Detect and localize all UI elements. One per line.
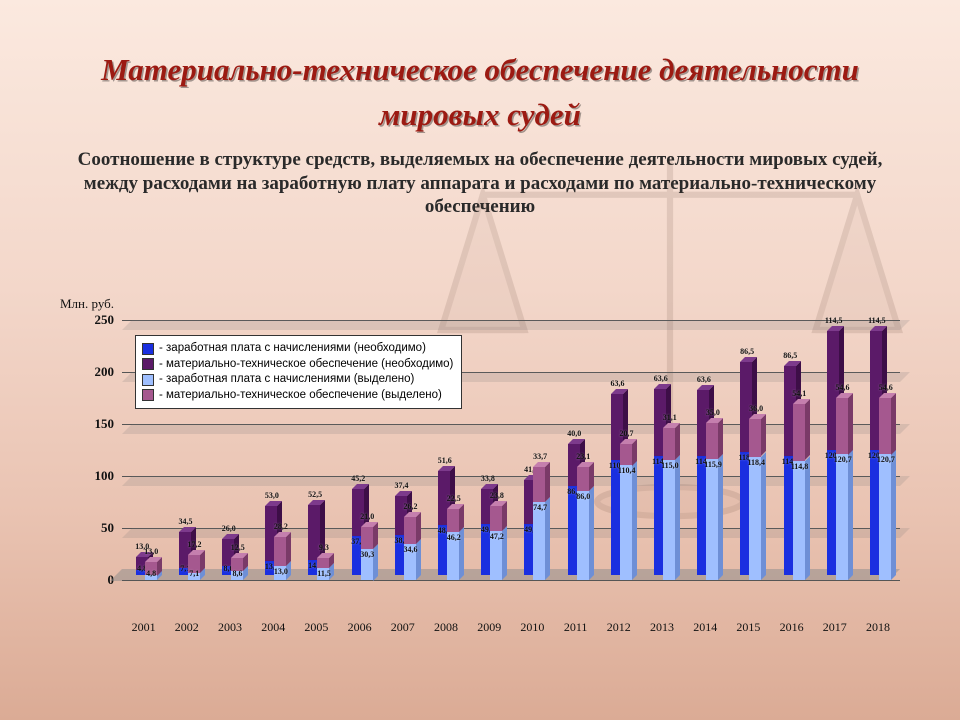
bar-value-label: 114,8	[791, 462, 809, 471]
x-tick-label: 2012	[607, 620, 631, 635]
bar-value-label: 13,0	[144, 547, 158, 556]
bar-value-label: 37,4	[394, 481, 408, 490]
bar-value-label: 114,5	[825, 316, 843, 325]
x-tick-label: 2007	[391, 620, 415, 635]
x-tick-label: 2018	[866, 620, 890, 635]
slide-subtitle: Соотношение в структуре средств, выделяе…	[60, 148, 900, 219]
legend-item: - заработная плата с начислениями (выдел…	[142, 372, 453, 388]
bar-value-label: 30,3	[360, 550, 374, 559]
bar-value-label: 23,8	[490, 491, 504, 500]
bar-value-label: 31,1	[663, 413, 677, 422]
legend-label: - материально-техническое обеспечение (в…	[159, 388, 442, 404]
bar-value-label: 26,2	[403, 502, 417, 511]
bar-value-label: 26,0	[222, 524, 236, 533]
bar-value-label: 7,1	[189, 569, 199, 578]
bar-value-label: 110,4	[618, 466, 636, 475]
x-tick-label: 2017	[823, 620, 847, 635]
bar-value-label: 115,9	[704, 460, 722, 469]
bar-value-label: 33,8	[481, 474, 495, 483]
legend-swatch	[142, 358, 154, 370]
x-tick-label: 2009	[477, 620, 501, 635]
bar-value-label: 63,6	[610, 379, 624, 388]
slide: Материально-техническое обеспечение деят…	[0, 0, 960, 720]
bar-value-label: 114,5	[868, 316, 886, 325]
bar-value-label: 45,2	[351, 474, 365, 483]
x-tick-label: 2008	[434, 620, 458, 635]
bar-value-label: 9,3	[319, 543, 329, 552]
legend-swatch	[142, 389, 154, 401]
bar-value-label: 54,6	[835, 383, 849, 392]
x-tick-label: 2001	[132, 620, 156, 635]
x-tick-label: 2006	[348, 620, 372, 635]
y-tick-label: 250	[95, 312, 115, 328]
bar-value-label: 47,2	[490, 532, 504, 541]
legend-label: - заработная плата с начислениями (выдел…	[159, 372, 414, 388]
bar-value-label: 8,6	[233, 569, 243, 578]
bar-value-label: 4,8	[146, 569, 156, 578]
bar-value-label: 118,4	[747, 458, 765, 467]
chart-legend: - заработная плата с начислениями (необх…	[135, 335, 462, 409]
bar-value-label: 86,0	[576, 492, 590, 501]
bar-value-label: 52,5	[308, 490, 322, 499]
legend-label: - заработная плата с начислениями (необх…	[159, 341, 426, 357]
x-tick-label: 2013	[650, 620, 674, 635]
y-tick-label: 150	[95, 416, 115, 432]
bar-value-label: 11,5	[317, 569, 331, 578]
y-tick-label: 100	[95, 468, 115, 484]
legend-swatch	[142, 343, 154, 355]
bar-value-label: 54,6	[879, 383, 893, 392]
bar-value-label: 74,7	[533, 503, 547, 512]
bar-value-label: 115,0	[661, 461, 679, 470]
bar-value-label: 63,6	[697, 375, 711, 384]
x-tick-label: 2015	[736, 620, 760, 635]
y-axis-labels: 050100150200250	[60, 320, 114, 580]
gridline	[122, 580, 900, 581]
y-axis-title: Млн. руб.	[60, 296, 114, 312]
bar-value-label: 63,6	[654, 374, 668, 383]
legend-item: - материально-техническое обеспечение (в…	[142, 388, 453, 404]
x-tick-label: 2005	[304, 620, 328, 635]
bar-value-label: 35,0	[706, 408, 720, 417]
x-tick-label: 2004	[261, 620, 285, 635]
bar-value-label: 86,5	[740, 347, 754, 356]
bar-value-label: 23,1	[576, 452, 590, 461]
bar-value-label: 40,0	[567, 429, 581, 438]
x-tick-label: 2002	[175, 620, 199, 635]
slide-title: Материально-техническое обеспечение деят…	[0, 0, 960, 138]
grid-shade	[122, 320, 910, 330]
bar-value-label: 51,6	[438, 456, 452, 465]
bar-value-label: 12,5	[231, 543, 245, 552]
y-tick-label: 200	[95, 364, 115, 380]
bar-value-label: 46,2	[447, 533, 461, 542]
x-axis-labels: 2001 2002 2003 2004 2005 2006 2007 2008 2009 2010…	[122, 620, 900, 640]
x-tick-label: 2016	[780, 620, 804, 635]
bar-value-label: 22,5	[447, 494, 461, 503]
bar-value-label: 86,5	[783, 351, 797, 360]
legend-item: - материально-техническое обеспечение (н…	[142, 357, 453, 373]
bar-value-label: 120,7	[877, 455, 895, 464]
x-tick-label: 2014	[693, 620, 717, 635]
bar-value-label: 20,7	[619, 429, 633, 438]
bar-value-label: 33,7	[533, 452, 547, 461]
bar-value-label: 34,5	[178, 517, 192, 526]
x-tick-label: 2010	[520, 620, 544, 635]
bar-value-label: 34,6	[403, 545, 417, 554]
bar-value-label: 21,0	[360, 512, 374, 521]
x-tick-label: 2003	[218, 620, 242, 635]
bar-value-label: 17,2	[187, 540, 201, 549]
bar-value-label: 54,1	[792, 389, 806, 398]
bar-value-label: 120,7	[834, 455, 852, 464]
y-tick-label: 50	[101, 520, 114, 536]
legend-swatch	[142, 374, 154, 386]
bar-value-label: 28,2	[274, 522, 288, 531]
bar-value-label: 36,0	[749, 404, 763, 413]
legend-item: - заработная плата с начислениями (необх…	[142, 341, 453, 357]
bar-value-label: 53,0	[265, 491, 279, 500]
bar-value-label: 13,0	[274, 567, 288, 576]
legend-label: - материально-техническое обеспечение (н…	[159, 357, 453, 373]
x-tick-label: 2011	[564, 620, 588, 635]
